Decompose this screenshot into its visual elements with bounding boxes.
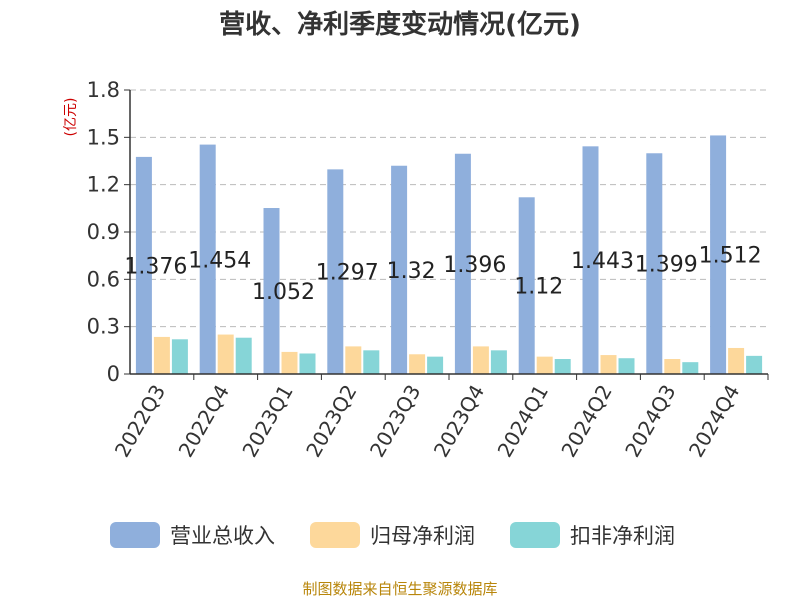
bar-deducted-net-profit [171, 339, 188, 374]
y-tick-label: 0.6 [87, 267, 120, 291]
bar-value-label: 1.376 [124, 254, 187, 279]
bar-value-label: 1.052 [252, 280, 315, 305]
bar-net-profit [153, 336, 170, 374]
bar-revenue [518, 197, 535, 374]
source-note: 制图数据来自恒生聚源数据库 [302, 580, 497, 598]
x-tick-label: 2023Q4 [429, 381, 489, 462]
bar-net-profit [472, 346, 489, 374]
bar-deducted-net-profit [682, 362, 699, 374]
bar-net-profit [281, 351, 298, 374]
x-tick-label: 2024Q1 [493, 381, 553, 462]
y-tick-label: 1.8 [87, 78, 120, 102]
y-tick-label: 1.5 [87, 125, 120, 149]
legend-swatch [510, 522, 560, 548]
bar-deducted-net-profit [235, 337, 252, 374]
bar-net-profit [345, 346, 362, 374]
chart-title: 营收、净利季度变动情况(亿元) [219, 9, 581, 40]
bar-value-label: 1.454 [188, 248, 251, 273]
bar-deducted-net-profit [746, 355, 763, 374]
bar-revenue [327, 169, 344, 374]
bar-deducted-net-profit [490, 350, 507, 374]
x-tick-label: 2024Q2 [556, 381, 616, 462]
bar-value-label: 1.396 [443, 253, 506, 278]
bar-deducted-net-profit [427, 356, 444, 374]
legend: 营业总收入 归母净利润 扣非净利润 [110, 522, 675, 548]
bar-revenue [454, 153, 471, 374]
bar-net-profit [600, 355, 617, 374]
bar-revenue [646, 153, 663, 374]
bar-net-profit [536, 356, 553, 374]
legend-swatch [110, 522, 160, 548]
bar-revenue [199, 144, 216, 374]
bar-value-label: 1.399 [635, 253, 698, 278]
x-tick-label: 2023Q1 [237, 381, 297, 462]
bar-revenue [710, 135, 727, 374]
x-tick-label: 2023Q2 [301, 381, 361, 462]
y-tick-label: 0 [107, 362, 120, 386]
x-tick-label: 2023Q3 [365, 381, 425, 462]
x-tick-label: 2022Q3 [110, 381, 170, 462]
bar-deducted-net-profit [618, 358, 635, 374]
y-tick-label: 1.2 [87, 173, 120, 197]
bar-revenue [263, 208, 280, 374]
bar-value-label: 1.512 [699, 244, 762, 269]
bar-net-profit [728, 347, 745, 374]
x-tick-label: 2022Q4 [174, 381, 234, 462]
bar-revenue [391, 165, 408, 374]
bar-deducted-net-profit [363, 350, 380, 374]
bar-value-label: 1.297 [316, 261, 379, 286]
x-tick-label: 2024Q3 [620, 381, 680, 462]
y-tick-label: 0.9 [87, 220, 120, 244]
bar-value-label: 1.443 [571, 249, 634, 274]
legend-label: 扣非净利润 [570, 524, 675, 548]
legend-label: 归母净利润 [370, 524, 475, 548]
bar-deducted-net-profit [554, 359, 571, 374]
bar-net-profit [217, 334, 234, 374]
y-tick-label: 0.3 [87, 315, 120, 339]
y-axis-unit-label: (亿元) [63, 98, 79, 137]
bar-revenue [135, 156, 152, 374]
x-tick-label: 2024Q4 [684, 381, 744, 462]
bars [135, 135, 763, 374]
grid [130, 89, 768, 328]
legend-label: 营业总收入 [170, 524, 275, 548]
bar-deducted-net-profit [299, 353, 316, 374]
bar-net-profit [409, 354, 426, 374]
bar-net-profit [664, 359, 681, 374]
bar-value-label: 1.12 [514, 275, 563, 300]
legend-swatch [310, 522, 360, 548]
bar-revenue [582, 146, 599, 374]
bar-value-label: 1.32 [387, 259, 436, 284]
